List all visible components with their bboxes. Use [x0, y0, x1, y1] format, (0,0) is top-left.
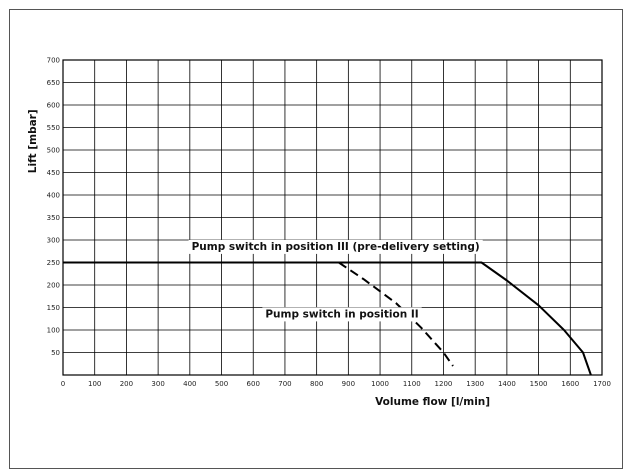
x-tick-label: 200	[120, 380, 133, 388]
y-tick-label: 650	[47, 79, 60, 87]
x-tick-label: 500	[215, 380, 228, 388]
x-tick-label: 900	[342, 380, 355, 388]
x-tick-label: 700	[278, 380, 291, 388]
y-tick-label: 700	[47, 57, 60, 65]
chart: 0 100 200 300 400 500 600 700 800 900 1000 1100 1200…	[27, 57, 611, 409]
y-tick-label: 50	[51, 349, 60, 357]
y-tick-label: 450	[47, 169, 60, 177]
x-axis-label: Volume flow [l/min]	[375, 396, 490, 408]
annotation-background	[262, 307, 422, 322]
y-axis-label: Lift [mbar]	[27, 109, 39, 173]
x-tick-label: 1600	[561, 380, 579, 388]
x-tick-label: 300	[151, 380, 164, 388]
plot-area	[62, 59, 603, 376]
x-tick-label: 400	[183, 380, 196, 388]
x-tick-label: 1500	[530, 380, 548, 388]
y-tick-label: 150	[47, 304, 60, 312]
x-tick-label: 1000	[371, 380, 389, 388]
y-tick-label: 200	[47, 282, 60, 290]
x-tick-label: 800	[310, 380, 323, 388]
y-tick-label: 550	[47, 124, 60, 132]
x-tick-label: 100	[88, 380, 101, 388]
annotations: Pump switch in position III (pre-deliver…	[188, 239, 483, 322]
annotation-position-iii: Pump switch in position III (pre-deliver…	[188, 239, 483, 254]
y-tick-label: 100	[47, 327, 60, 335]
x-tick-label: 1300	[466, 380, 484, 388]
y-tick-labels: 50 100 150 200 250 300 350 400 450 500 550 600 650 70…	[47, 57, 60, 358]
y-tick-label: 350	[47, 214, 60, 222]
y-tick-label: 600	[47, 102, 60, 110]
grid	[62, 59, 603, 376]
x-tick-label: 1100	[403, 380, 421, 388]
annotation-label: Pump switch in position II	[265, 308, 418, 320]
x-tick-labels: 0 100 200 300 400 500 600 700 800 900 1000 1100 1200…	[61, 380, 611, 388]
x-tick-label: 600	[247, 380, 260, 388]
series-line-position-iii	[63, 261, 592, 376]
y-tick-label: 300	[47, 237, 60, 245]
annotation-position-ii: Pump switch in position II	[262, 307, 422, 322]
x-tick-label: 1400	[498, 380, 516, 388]
x-tick-label: 0	[61, 380, 65, 388]
y-tick-label: 250	[47, 259, 60, 267]
x-tick-label: 1200	[435, 380, 453, 388]
annotation-background	[188, 239, 483, 254]
y-tick-label: 500	[47, 147, 60, 155]
x-tick-label: 1700	[593, 380, 611, 388]
annotation-label: Pump switch in position III (pre-deliver…	[192, 241, 480, 253]
y-tick-label: 400	[47, 192, 60, 200]
